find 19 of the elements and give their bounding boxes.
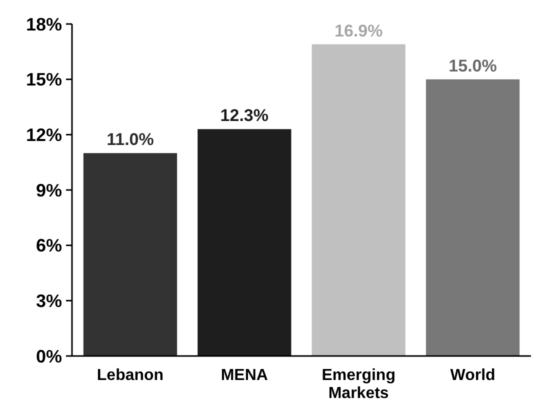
bar <box>83 153 178 356</box>
bar <box>426 79 520 356</box>
bar <box>312 44 406 356</box>
y-tick-label: 15% <box>26 70 62 90</box>
y-tick-label: 3% <box>36 290 62 311</box>
y-tick-label: 0% <box>36 346 62 366</box>
bar <box>198 129 292 356</box>
data-label: 15.0% <box>448 56 497 76</box>
x-tick-label: World <box>450 367 496 384</box>
y-tick-label: 12% <box>26 124 62 145</box>
data-label: 11.0% <box>106 130 154 150</box>
x-tick-label: Lebanon <box>96 367 164 384</box>
y-tick-label: 18% <box>26 14 62 34</box>
y-tick-label: 6% <box>36 236 62 256</box>
data-label: 12.3% <box>220 106 269 126</box>
x-tick-label: Emerging Markets <box>322 367 396 402</box>
y-tick-label: 9% <box>36 180 62 200</box>
x-tick-label: MENA <box>220 367 268 384</box>
data-label: 16.9% <box>334 21 383 40</box>
